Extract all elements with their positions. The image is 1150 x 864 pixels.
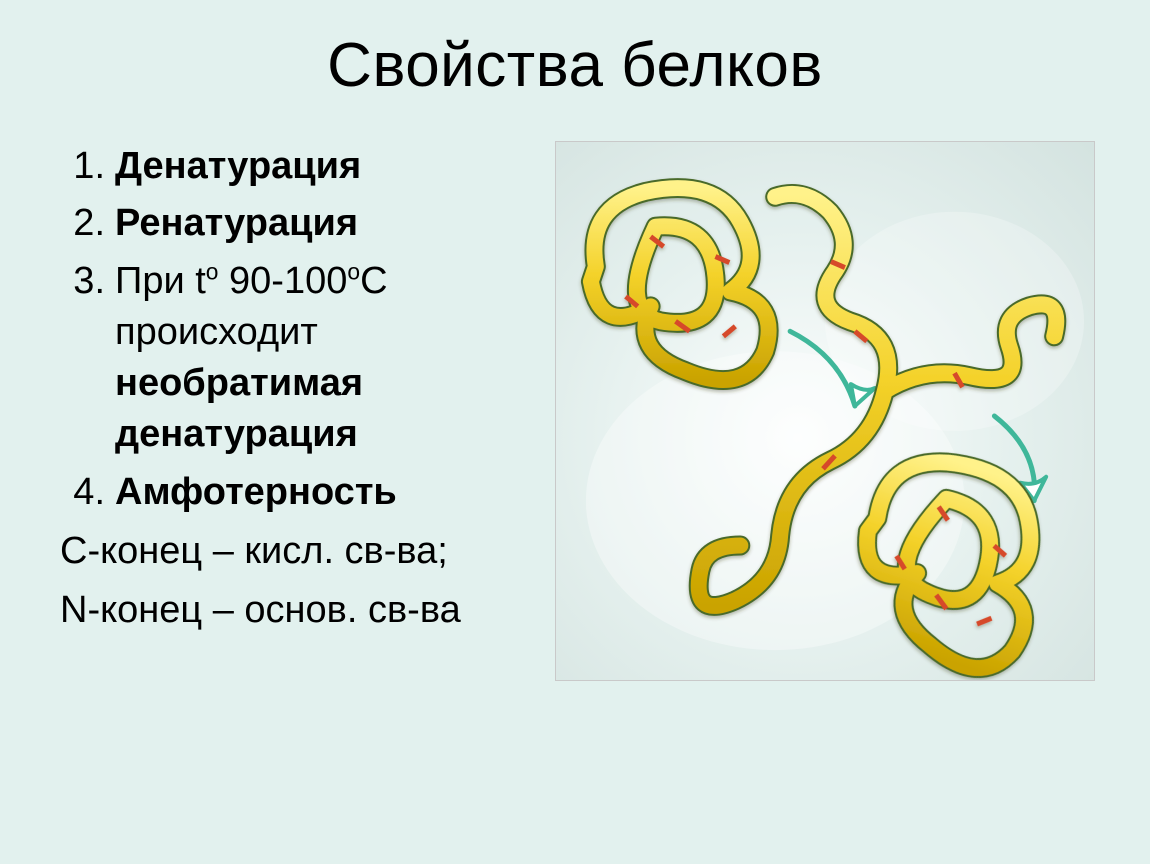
protein-diagram <box>555 141 1095 681</box>
diagram-svg <box>556 142 1094 680</box>
properties-list: Денатурация Ренатурация При tо 90-100оС … <box>60 141 530 518</box>
content-row: Денатурация Ренатурация При tо 90-100оС … <box>50 141 1100 681</box>
list-item-4: Амфотерность <box>60 467 530 518</box>
text-column: Денатурация Ренатурация При tо 90-100оС … <box>50 141 530 681</box>
slide: Свойства белков Денатурация Ренатурация … <box>0 0 1150 864</box>
list-item-3: При tо 90-100оС происходит необратимая д… <box>60 256 530 461</box>
image-column <box>550 141 1100 681</box>
list-item-1: Денатурация <box>60 141 530 192</box>
subline-2: N-конец – основ. св-ва <box>60 585 530 636</box>
subline-1: С-конец – кисл. св-ва; <box>60 526 530 577</box>
list-item-2: Ренатурация <box>60 198 530 249</box>
slide-title: Свойства белков <box>50 30 1100 101</box>
folded-protein-top <box>591 188 769 380</box>
